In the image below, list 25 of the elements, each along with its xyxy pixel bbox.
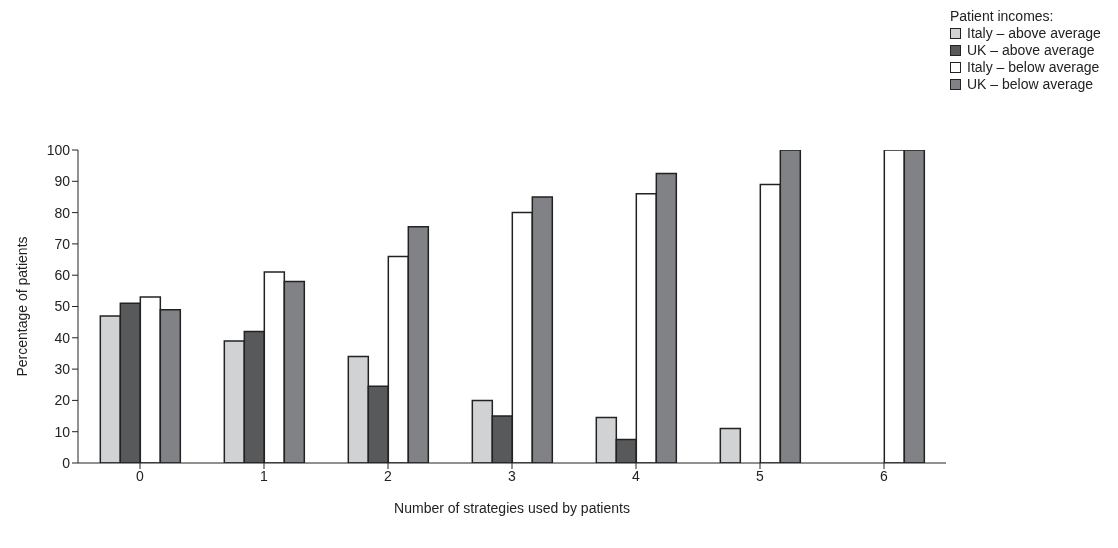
y-tick-label: 70	[54, 235, 71, 252]
legend-label: UK – below average	[967, 76, 1094, 93]
y-tick-label: 0	[62, 454, 71, 471]
x-tick-label: 2	[384, 467, 393, 484]
y-tick-label: 40	[54, 329, 71, 346]
x-tick-label: 5	[756, 467, 765, 484]
y-tick-label: 20	[54, 392, 71, 409]
y-tick-label: 50	[54, 298, 71, 315]
x-tick-label: 0	[136, 467, 145, 484]
y-tick-label: 60	[54, 267, 71, 284]
y-tick-label: 10	[54, 423, 71, 440]
x-tick-label: 4	[632, 467, 641, 484]
y-tick-label: 90	[54, 173, 71, 190]
y-axis-title: Percentage of patients	[13, 236, 30, 377]
y-tick-label: 100	[46, 141, 71, 158]
legend-label: UK – above average	[967, 42, 1095, 59]
x-axis-title: Number of strategies used by patients	[394, 500, 630, 516]
x-tick-label: 1	[260, 467, 269, 484]
legend-label: Italy – below average	[967, 59, 1100, 76]
y-tick-label: 80	[54, 204, 71, 221]
legend-label: Italy – above average	[967, 25, 1101, 42]
x-tick-label: 6	[880, 467, 889, 484]
y-tick-label: 30	[54, 361, 71, 378]
legend-title: Patient incomes:	[950, 8, 1055, 25]
x-tick-label: 3	[508, 467, 517, 484]
